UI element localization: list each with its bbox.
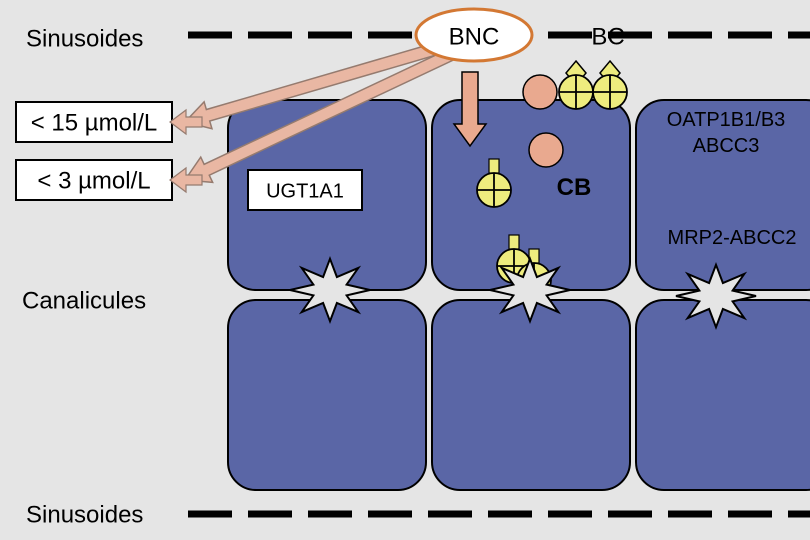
label-abcc3: ABCC3 xyxy=(693,135,760,157)
label-sinusoides-top: Sinusoides xyxy=(26,25,143,52)
label-cb: CB xyxy=(557,174,592,201)
bc-label: BC xyxy=(591,23,624,50)
ugt1a1-text: UGT1A1 xyxy=(266,180,344,202)
box-15umol: < 15 µmol/L xyxy=(16,102,172,142)
label-sinusoides-bottom: Sinusoides xyxy=(26,501,143,528)
label-mrp2: MRP2-ABCC2 xyxy=(668,227,797,249)
box-15umol-text: < 15 µmol/L xyxy=(31,109,158,136)
label-canalicules: Canalicules xyxy=(22,287,146,314)
label-oatp: OATP1B1/B3 xyxy=(667,109,786,131)
box-3umol: < 3 µmol/L xyxy=(16,160,172,200)
box-3umol-text: < 3 µmol/L xyxy=(37,167,150,194)
bnc-label: BNC xyxy=(449,23,500,50)
ugt1a1-box: UGT1A1 xyxy=(248,170,362,210)
